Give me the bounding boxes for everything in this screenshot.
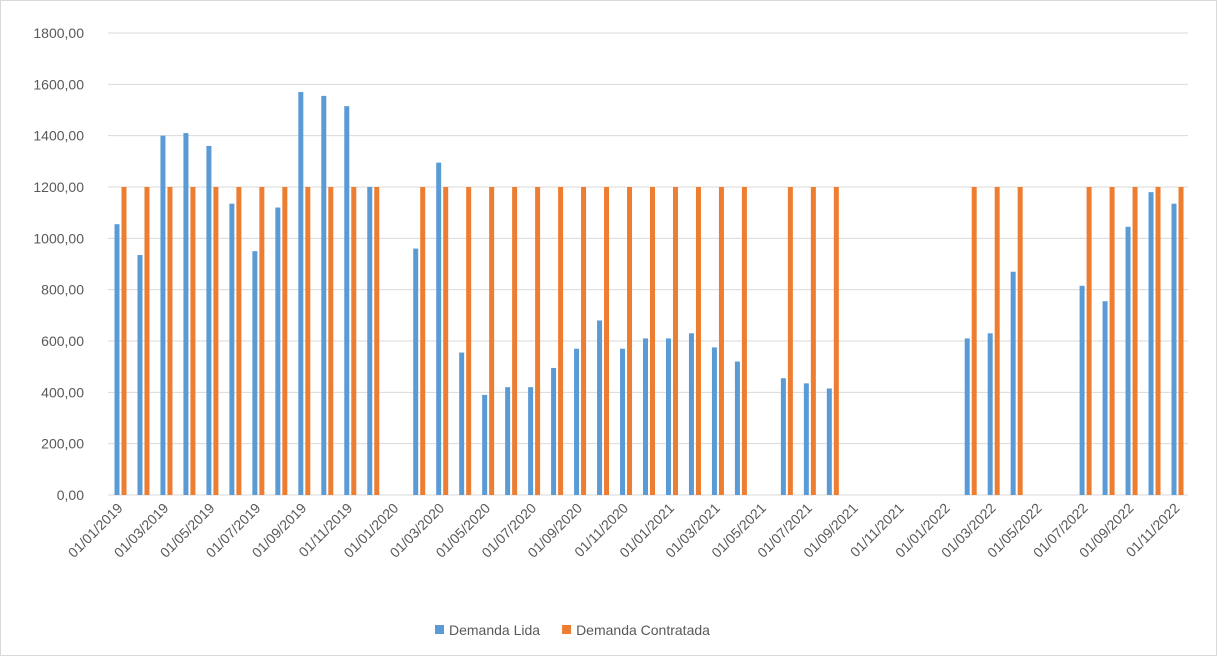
bar <box>482 394 488 495</box>
bar <box>344 106 350 496</box>
y-tick-label: 1400,00 <box>33 128 84 144</box>
bar <box>1010 271 1016 495</box>
bar <box>1079 285 1085 495</box>
bar <box>206 145 212 495</box>
bar <box>581 187 587 495</box>
y-tick-label: 1000,00 <box>33 230 84 246</box>
bar <box>213 187 219 495</box>
bar <box>183 133 189 495</box>
bar <box>803 383 809 495</box>
bar <box>512 187 518 495</box>
bar <box>229 203 235 495</box>
y-tick-label: 1800,00 <box>33 25 84 41</box>
bar <box>1178 187 1184 495</box>
y-tick-label: 1200,00 <box>33 179 84 195</box>
bar <box>551 367 557 495</box>
bar <box>328 187 334 495</box>
bar <box>466 187 472 495</box>
bar <box>574 348 580 495</box>
bar <box>1155 187 1161 495</box>
bar <box>1017 187 1023 495</box>
bar <box>1086 187 1092 495</box>
bar <box>826 388 832 495</box>
bar <box>711 347 717 495</box>
bar <box>321 95 327 495</box>
y-tick-label: 400,00 <box>41 384 84 400</box>
y-tick-label: 800,00 <box>41 282 84 298</box>
bar <box>604 187 610 495</box>
bar <box>1109 187 1115 495</box>
bar <box>374 187 380 495</box>
bar <box>1125 226 1131 496</box>
y-tick-label: 600,00 <box>41 333 84 349</box>
bar <box>672 187 678 495</box>
bar <box>787 187 793 495</box>
bar <box>780 378 786 495</box>
bar <box>688 333 694 495</box>
bar <box>275 207 281 496</box>
bar <box>964 338 970 495</box>
bar <box>597 320 603 495</box>
bar <box>1171 203 1177 495</box>
y-tick-label: 200,00 <box>41 436 84 452</box>
bar <box>160 135 166 495</box>
bar <box>236 187 242 495</box>
bar <box>121 187 127 495</box>
legend-swatch <box>435 625 444 634</box>
bar <box>734 361 740 495</box>
bar <box>436 162 442 495</box>
legend-label: Demanda Lida <box>449 622 540 638</box>
bar <box>367 187 373 495</box>
bar <box>833 187 839 495</box>
bar <box>695 187 701 495</box>
bar <box>298 92 304 496</box>
bar <box>558 187 564 495</box>
bar <box>413 248 419 495</box>
bar <box>987 333 993 495</box>
bar <box>443 187 449 495</box>
bar <box>810 187 816 495</box>
bar <box>1132 187 1138 495</box>
bar <box>489 187 495 495</box>
bar <box>420 187 426 495</box>
bar <box>1148 192 1154 495</box>
bar <box>190 187 196 495</box>
bar <box>971 187 977 495</box>
bar <box>1102 301 1108 495</box>
legend-label: Demanda Contratada <box>576 622 710 638</box>
bar <box>505 387 511 495</box>
bar <box>528 387 534 495</box>
bar <box>627 187 633 495</box>
bar <box>114 224 120 495</box>
bar <box>643 338 648 495</box>
bar <box>741 187 747 495</box>
bar <box>459 352 465 495</box>
bar <box>351 187 357 495</box>
bar <box>535 187 541 495</box>
bar <box>620 348 626 495</box>
bar <box>252 251 258 495</box>
bar <box>259 187 265 495</box>
bar <box>137 255 143 495</box>
bar <box>650 187 655 495</box>
bar <box>282 187 288 495</box>
bar <box>144 187 150 495</box>
y-tick-label: 0,00 <box>57 487 84 503</box>
bar <box>718 187 724 495</box>
bar <box>167 187 173 495</box>
legend-swatch <box>562 625 572 634</box>
y-tick-label: 1600,00 <box>33 76 84 92</box>
bar <box>305 187 311 495</box>
bar <box>665 338 671 495</box>
bar <box>994 187 1000 495</box>
